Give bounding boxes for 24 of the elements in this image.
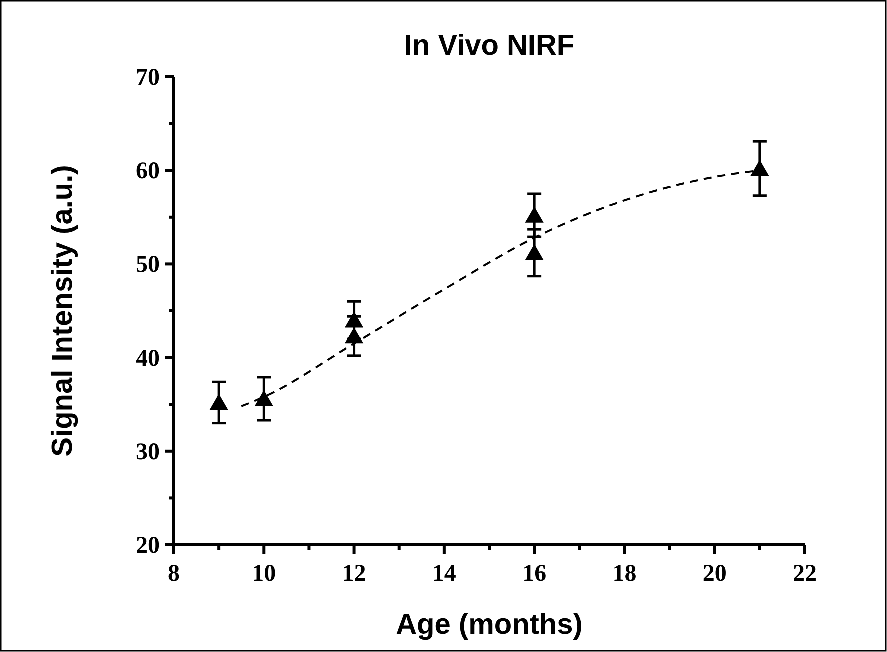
- point: [525, 244, 544, 260]
- y-tick-label: 40: [136, 346, 160, 372]
- y-tick-label: 20: [136, 533, 160, 559]
- x-tick-label: 10: [252, 561, 276, 587]
- x-tick-label: 16: [522, 561, 547, 587]
- point: [344, 312, 364, 328]
- x-axis-title: Age (months): [396, 609, 583, 641]
- x-tick-label: 20: [702, 561, 727, 587]
- x-tick-label: 18: [612, 561, 637, 587]
- y-tick-label: 70: [136, 65, 160, 91]
- x-tick-label: 12: [342, 561, 366, 587]
- point: [210, 394, 228, 410]
- y-axis-title: Signal Intensity (a.u.): [47, 165, 79, 457]
- y-tick-label: 30: [136, 439, 160, 466]
- x-tick-label: 14: [432, 561, 456, 587]
- point: [254, 390, 274, 406]
- chart-title: In Vivo NIRF: [404, 30, 575, 62]
- point: [344, 328, 364, 344]
- y-tick-label: 60: [136, 158, 160, 185]
- point: [750, 160, 770, 176]
- point: [525, 206, 544, 223]
- x-tick-label: 8: [168, 561, 180, 587]
- y-tick-label: 50: [136, 252, 160, 278]
- x-tick-label: 22: [793, 561, 817, 587]
